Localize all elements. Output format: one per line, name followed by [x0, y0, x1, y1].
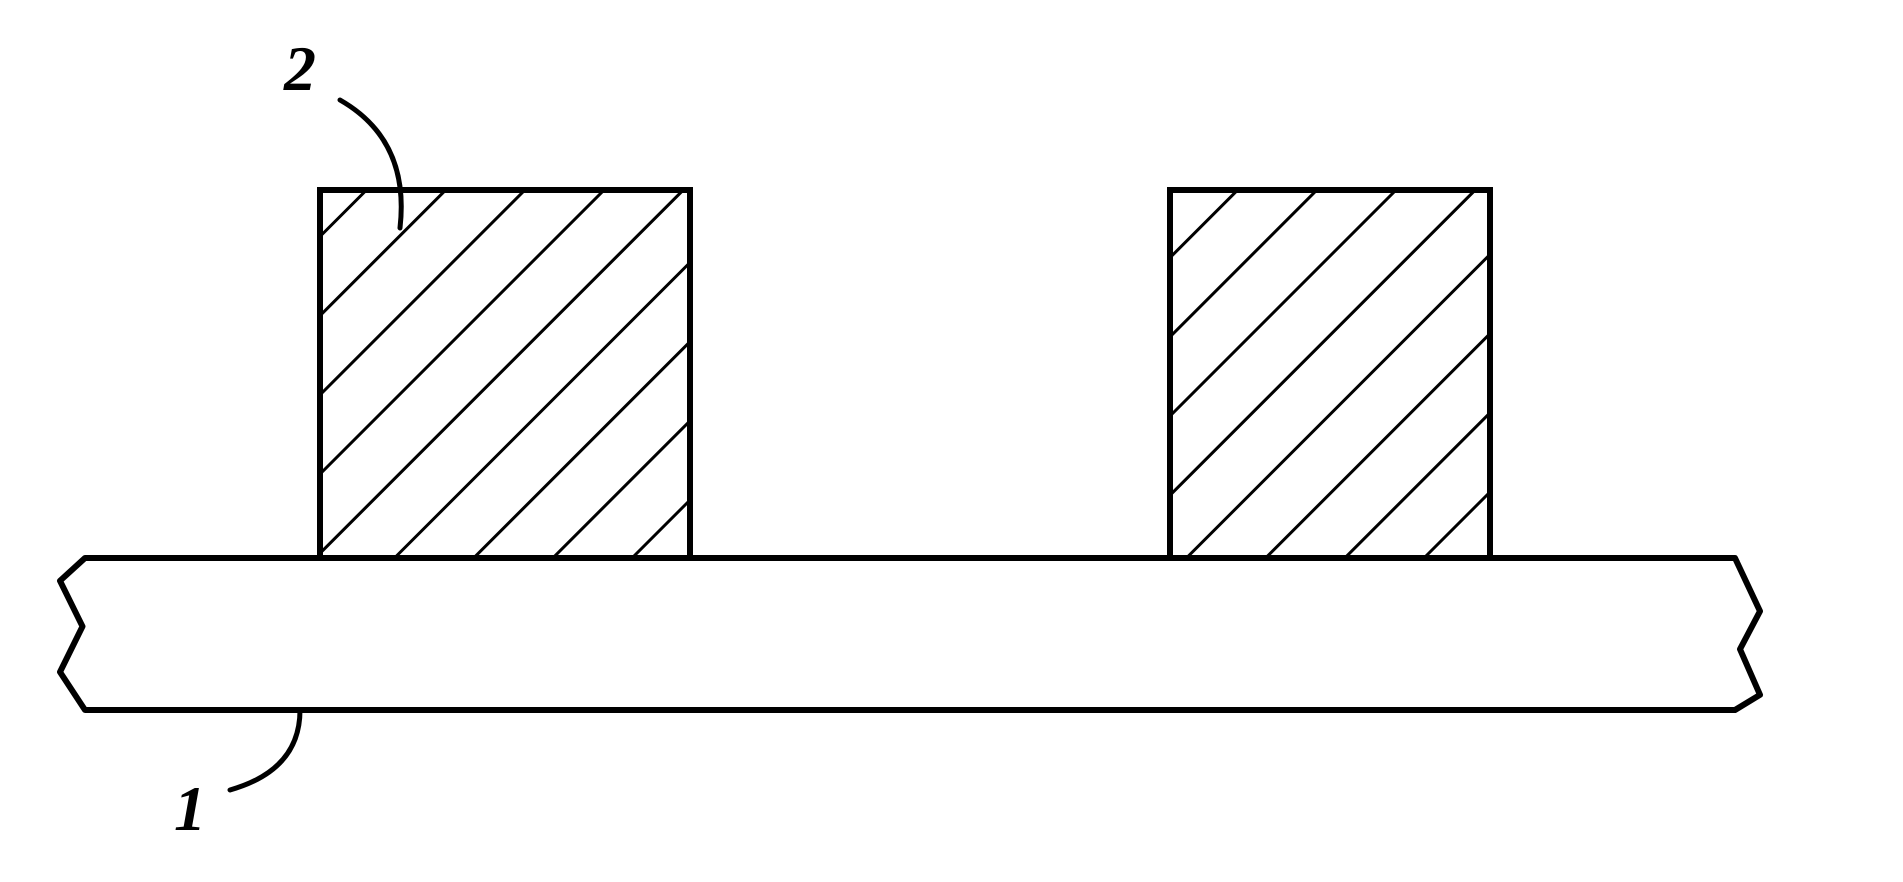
reference-label-2: 2: [283, 33, 316, 104]
callout-leader-1: [230, 710, 300, 790]
diagram-canvas: 12: [0, 0, 1903, 882]
reference-label-1: 1: [174, 773, 206, 844]
hatched-block-1: [320, 190, 690, 558]
diagram-svg: 12: [0, 0, 1903, 882]
substrate: [60, 558, 1760, 710]
hatched-block-2: [1170, 190, 1490, 558]
